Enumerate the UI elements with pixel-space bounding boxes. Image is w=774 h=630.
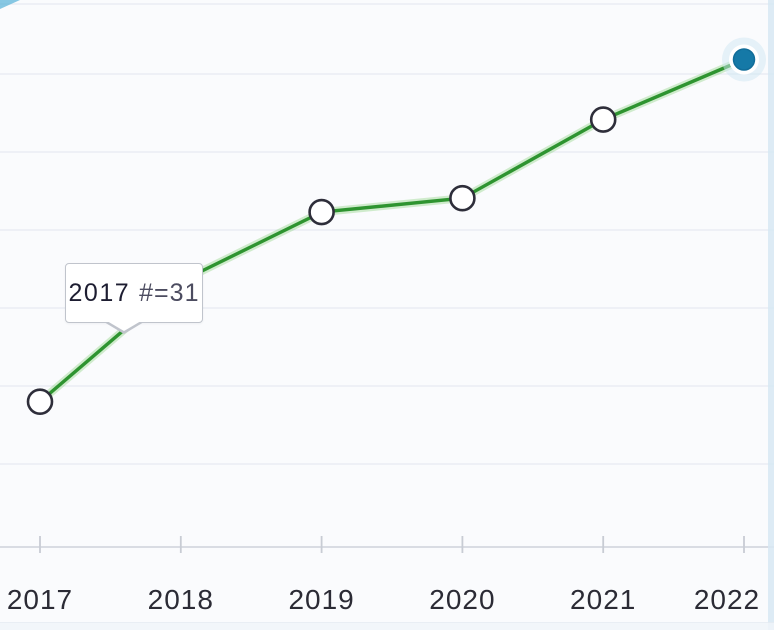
data-point-2022[interactable] <box>732 48 756 71</box>
frame-edge-artifact-right <box>768 0 774 630</box>
data-point-2019[interactable] <box>308 198 335 226</box>
data-point-2020[interactable] <box>449 184 476 212</box>
x-tick-label: 2020 <box>429 584 495 615</box>
x-tick-label: 2019 <box>288 584 354 615</box>
frame-corner-artifact <box>0 0 20 9</box>
tooltip: 2017 #=31 <box>65 263 203 334</box>
x-tick-label: 2018 <box>148 584 214 615</box>
data-point-2021[interactable] <box>589 106 617 133</box>
x-tick-label: 2021 <box>570 584 636 615</box>
x-tick-label: 2017 <box>7 584 73 615</box>
x-tick-label: 2022 <box>694 584 760 615</box>
tooltip-year: 2017 <box>68 278 131 307</box>
frame-edge-artifact-bottom <box>0 622 774 630</box>
tooltip-value: #=31 <box>139 278 200 307</box>
data-point-2017[interactable] <box>26 388 54 415</box>
